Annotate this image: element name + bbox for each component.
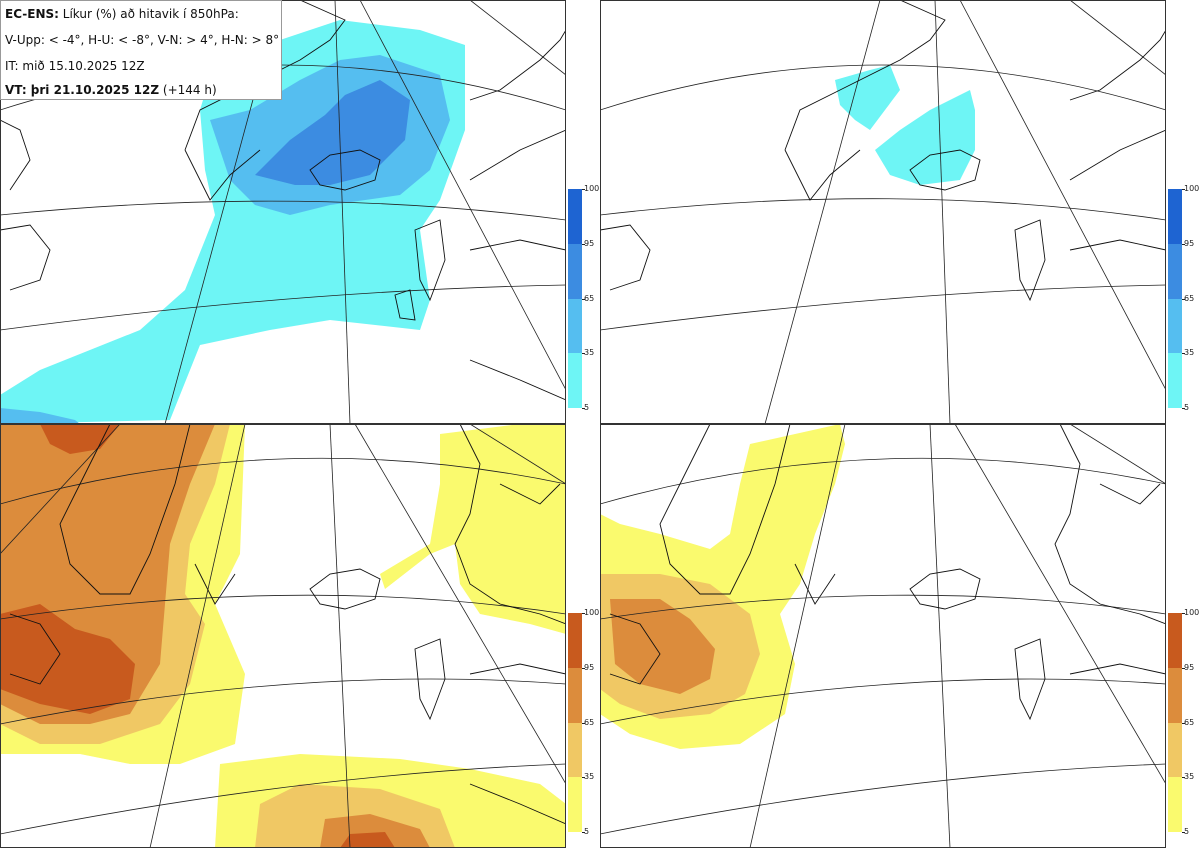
colorbar-segment xyxy=(568,298,582,354)
info-criteria: V-Upp: < -4°, H-U: < -8°, V-N: > 4°, H-N… xyxy=(5,33,280,47)
info-valid-time-rest: (+144 h) xyxy=(159,83,217,97)
colorbar-tick-label: 35 xyxy=(1184,348,1195,358)
colorbar-warm-left: 100 95 65 35 5 xyxy=(568,609,599,836)
map-lower-left xyxy=(0,424,566,848)
colorbar-tick-mark xyxy=(582,408,585,409)
info-title-bold: EC-ENS: xyxy=(5,7,59,21)
graticule xyxy=(0,424,566,848)
colorbar-tick-mark xyxy=(582,777,585,779)
prob-area-light-2 xyxy=(875,90,975,185)
colorbar-segment xyxy=(1168,613,1182,668)
colorbar-tick-label: 100 xyxy=(584,184,600,193)
prob-area-low-sw xyxy=(0,408,80,424)
colorbar-tick-label: 35 xyxy=(584,348,595,358)
prob-area-top-south xyxy=(340,832,395,848)
map-panel-upper-right xyxy=(600,0,1166,424)
colorbar-tick-mark xyxy=(1182,298,1185,300)
map-panel-lower-right xyxy=(600,424,1166,848)
coastlines xyxy=(600,0,1166,302)
colorbar-tick-mark xyxy=(582,722,585,724)
info-valid-time: VT: þri 21.10.2025 12Z (+144 h) xyxy=(5,83,217,97)
colorbar-tick-label: 100 xyxy=(584,608,600,617)
colorbar-tick-label: 35 xyxy=(1184,772,1195,782)
colorbar-tick-mark xyxy=(582,243,585,245)
info-title: EC-ENS: Líkur (%) að hitavik í 850hPa: xyxy=(5,7,239,21)
coastlines xyxy=(609,424,1166,721)
prob-area-top-north xyxy=(40,424,120,454)
colorbar-tick-mark xyxy=(1182,408,1185,409)
info-box: EC-ENS: Líkur (%) að hitavik í 850hPa: V… xyxy=(0,0,282,100)
colorbar-tick-label: 35 xyxy=(584,772,595,782)
colorbar-tick-label: 95 xyxy=(584,662,595,672)
prob-area-light xyxy=(835,65,900,130)
colorbar-tick-label: 5 xyxy=(584,403,590,412)
colorbar-tick-label: 65 xyxy=(1184,293,1195,303)
colorbar-segment xyxy=(568,353,582,408)
colorbar-segment xyxy=(568,667,582,723)
colorbar-tick-label: 65 xyxy=(584,293,595,303)
info-title-rest: Líkur (%) að hitavik í 850hPa: xyxy=(58,7,239,21)
colorbar-cold-left: 100 95 65 35 5 xyxy=(568,185,599,412)
graticule xyxy=(600,0,1166,424)
colorbar-tick-label: 65 xyxy=(1184,717,1195,727)
colorbar-tick-mark xyxy=(582,832,585,833)
colorbar-segment xyxy=(568,613,582,668)
colorbar-segment xyxy=(1168,189,1182,244)
colorbar-tick-label: 65 xyxy=(584,717,595,727)
colorbar-tick-mark xyxy=(1182,353,1185,355)
coastlines xyxy=(9,424,566,825)
graticule xyxy=(600,424,1166,848)
info-valid-time-bold: VT: þri 21.10.2025 12Z xyxy=(5,83,160,97)
info-init-time: IT: mið 15.10.2025 12Z xyxy=(5,59,145,73)
colorbar-segment xyxy=(1168,667,1182,723)
colorbar-warm-right: 100 95 65 35 5 xyxy=(1168,609,1199,836)
colorbar-tick-label: 100 xyxy=(1184,184,1200,193)
colorbar-segment xyxy=(568,189,582,244)
colorbar-tick-mark xyxy=(582,353,585,355)
colorbar-segment xyxy=(1168,722,1182,778)
colorbar-segment xyxy=(1168,777,1182,832)
colorbar-tick-mark xyxy=(1182,722,1185,724)
colorbar-segment xyxy=(568,777,582,832)
colorbar-tick-mark xyxy=(1182,243,1185,245)
colorbar-tick-label: 100 xyxy=(1184,608,1200,617)
colorbar-tick-mark xyxy=(1182,613,1185,614)
colorbar-tick-label: 95 xyxy=(1184,662,1195,672)
colorbar-segment xyxy=(568,722,582,778)
colorbar-tick-mark xyxy=(582,613,585,614)
colorbar-tick-label: 5 xyxy=(1184,403,1190,412)
map-panel-upper-left xyxy=(0,0,566,424)
colorbar-tick-mark xyxy=(1182,667,1185,669)
colorbar-tick-mark xyxy=(1182,189,1185,190)
colorbar-segment xyxy=(1168,298,1182,354)
colorbar-segment xyxy=(568,243,582,299)
colorbar-tick-mark xyxy=(582,667,585,669)
map-upper-right xyxy=(600,0,1166,424)
graticule xyxy=(0,0,566,424)
coastlines xyxy=(0,0,566,401)
map-lower-right xyxy=(600,424,1166,848)
colorbar-tick-mark xyxy=(582,189,585,190)
colorbar-tick-label: 95 xyxy=(584,238,595,248)
prob-area-high xyxy=(255,80,410,185)
colorbar-tick-mark xyxy=(1182,777,1185,779)
colorbar-tick-label: 5 xyxy=(1184,827,1190,836)
map-panel-lower-left xyxy=(0,424,566,848)
colorbar-tick-label: 5 xyxy=(584,827,590,836)
colorbar-cold-right: 100 95 65 35 5 xyxy=(1168,185,1199,412)
colorbar-tick-mark xyxy=(582,298,585,300)
colorbar-tick-mark xyxy=(1182,832,1185,833)
prob-area-light-east xyxy=(380,424,566,634)
prob-area-top xyxy=(0,604,135,714)
colorbar-segment xyxy=(1168,353,1182,408)
colorbar-segment xyxy=(1168,243,1182,299)
colorbar-tick-label: 95 xyxy=(1184,238,1195,248)
map-upper-left xyxy=(0,0,566,424)
